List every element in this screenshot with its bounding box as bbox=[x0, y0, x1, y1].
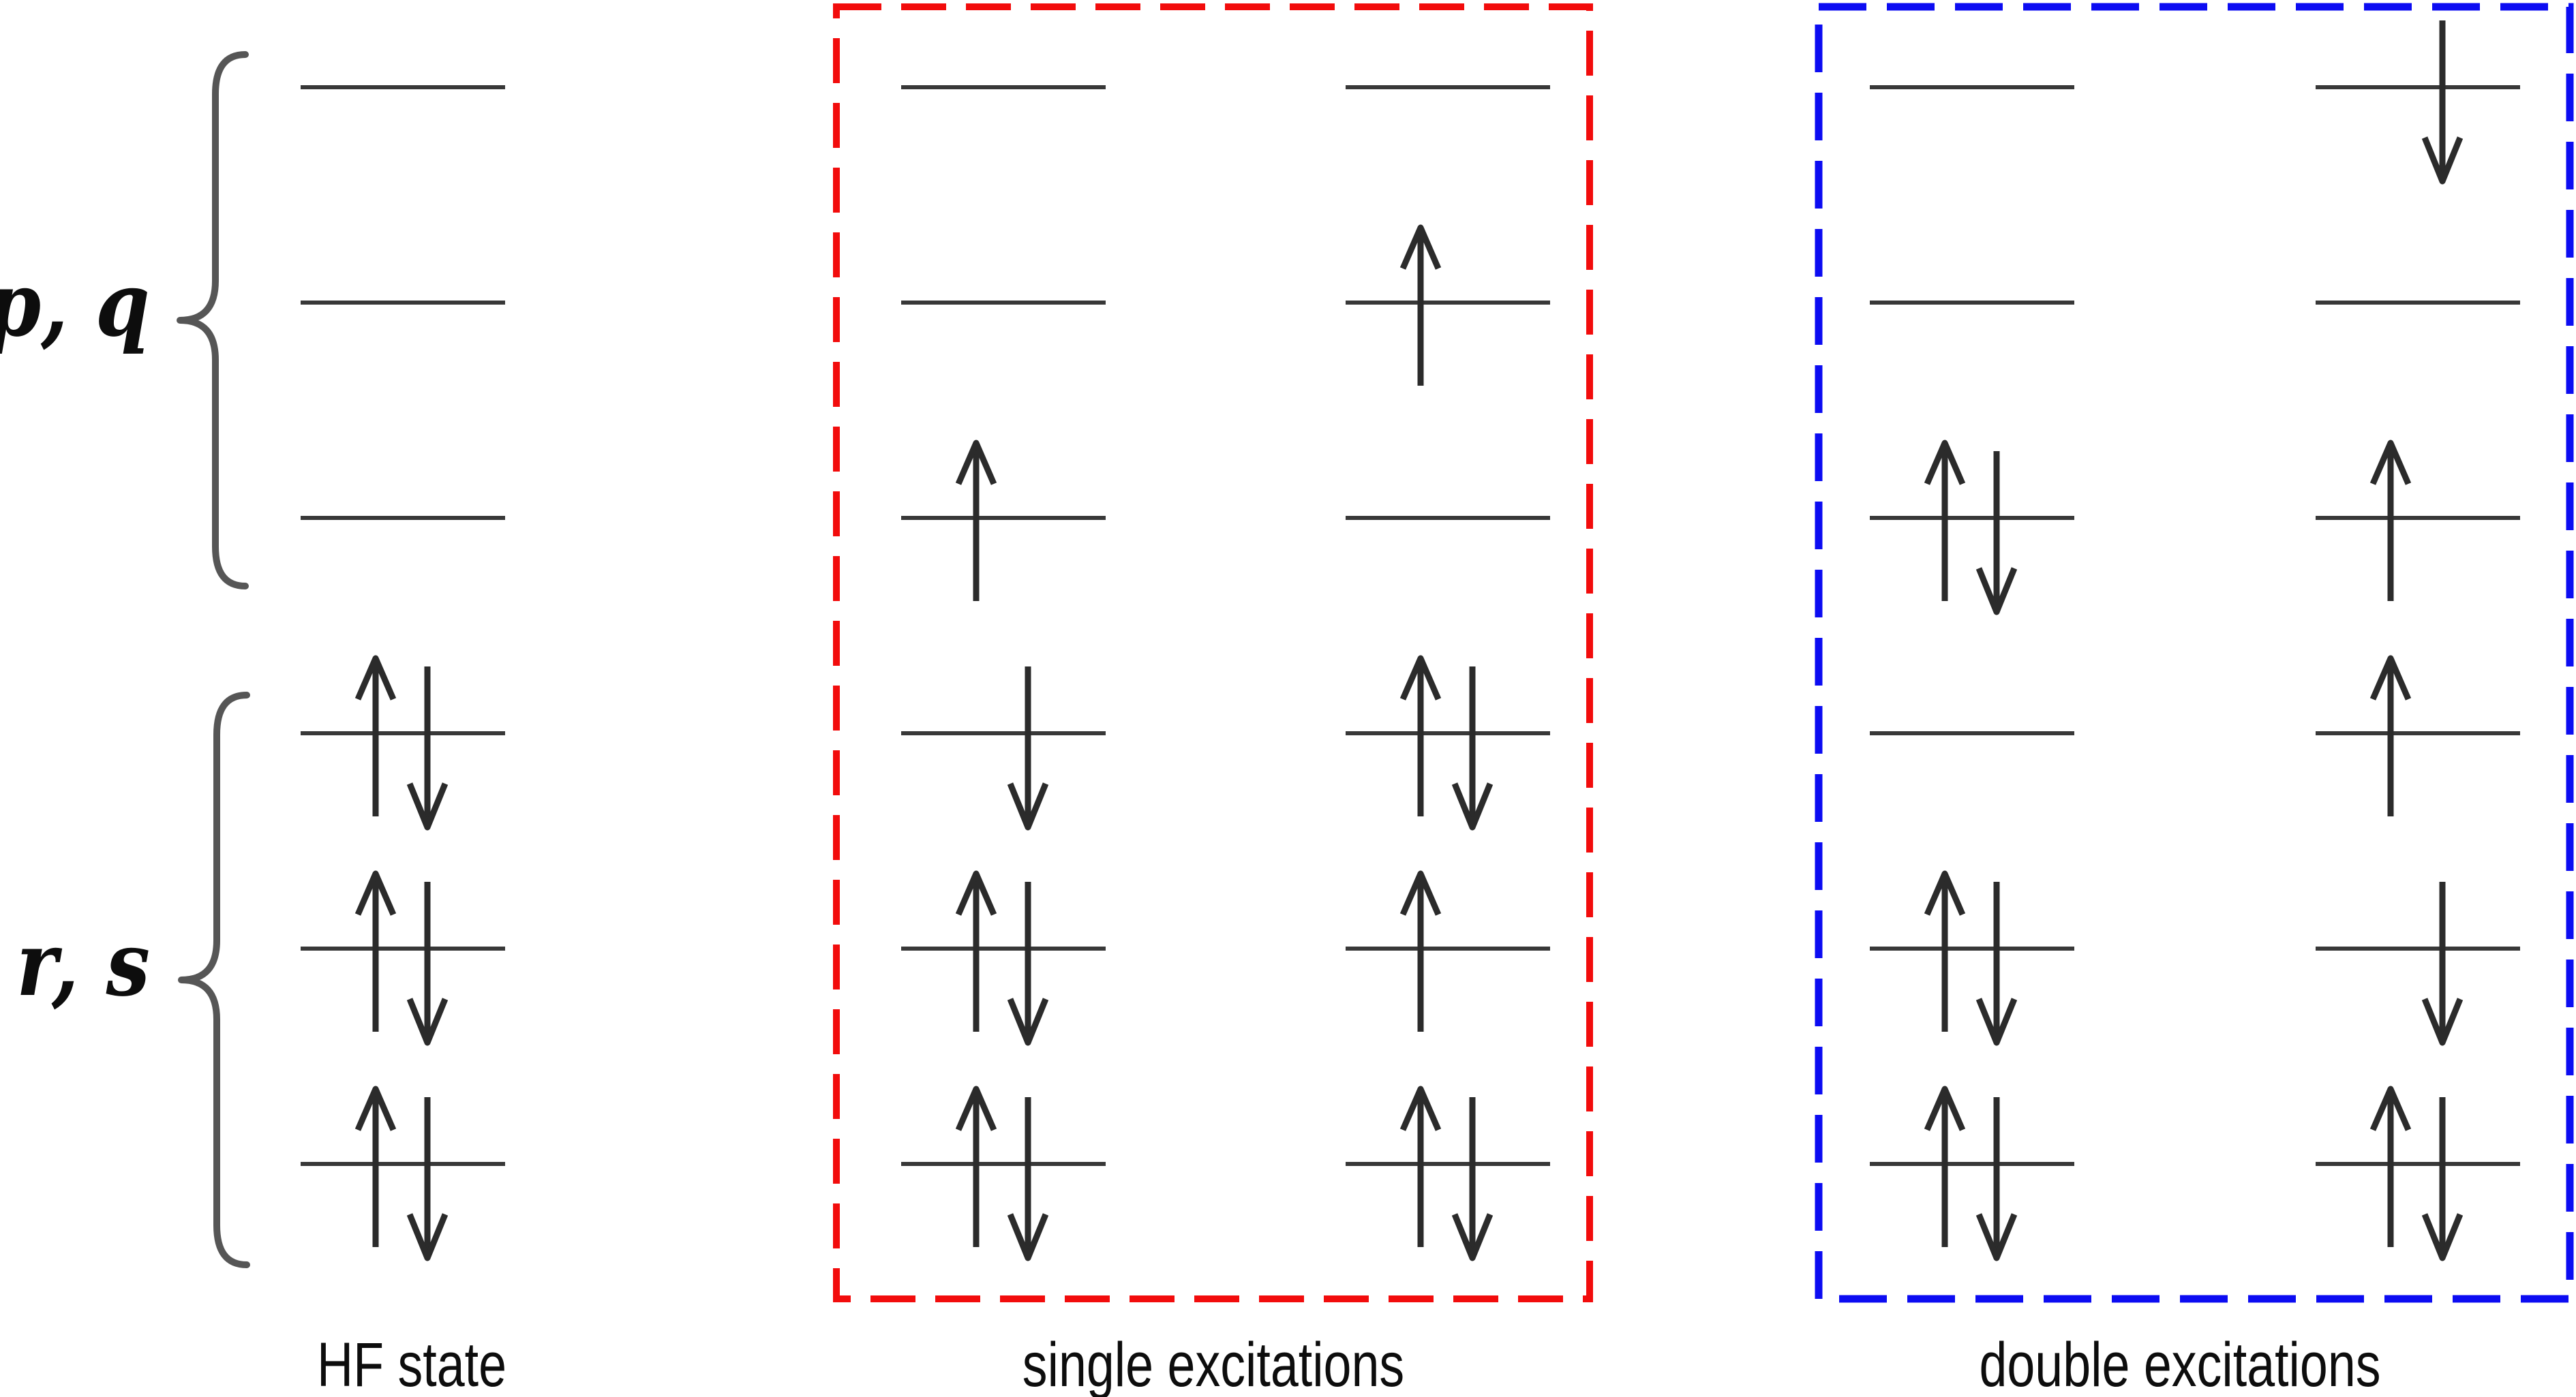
caption-hf-state: HF state bbox=[317, 1330, 506, 1397]
caption-single-excitations: single excitations bbox=[1022, 1330, 1404, 1397]
spin-down-arrow bbox=[1007, 1097, 1049, 1261]
occupied-orbitals-label: r, s bbox=[16, 912, 150, 1016]
spin-up-arrow bbox=[955, 870, 997, 1032]
spin-down-arrow bbox=[1975, 882, 2018, 1046]
spin-up-arrow bbox=[354, 655, 397, 816]
spin-down-arrow bbox=[1975, 1097, 2018, 1261]
spin-down-arrow bbox=[2421, 20, 2464, 185]
spin-down-arrow bbox=[2421, 1097, 2464, 1261]
spin-down-arrow bbox=[2421, 882, 2464, 1046]
spin-down-arrow bbox=[406, 882, 449, 1046]
spin-up-arrow bbox=[2369, 655, 2412, 816]
spin-up-arrow bbox=[1924, 440, 1966, 601]
spin-up-arrow bbox=[2369, 440, 2412, 601]
spin-up-arrow bbox=[1399, 655, 1442, 816]
spin-up-arrow bbox=[1399, 1086, 1442, 1247]
spin-up-arrow bbox=[1924, 1086, 1966, 1247]
spin-down-arrow bbox=[406, 1097, 449, 1261]
spin-up-arrow bbox=[955, 440, 997, 601]
spin-down-arrow bbox=[1007, 882, 1049, 1046]
spin-up-arrow bbox=[1399, 870, 1442, 1032]
occupied-orbitals-brace bbox=[178, 692, 250, 1268]
spin-down-arrow bbox=[1451, 666, 1494, 831]
spin-up-arrow bbox=[1399, 224, 1442, 386]
virtual-orbitals-label: p, q bbox=[0, 252, 150, 356]
spin-down-arrow bbox=[1007, 666, 1049, 831]
double-excitations-box bbox=[1815, 3, 2574, 1303]
virtual-orbitals-brace bbox=[177, 51, 249, 589]
spin-down-arrow bbox=[1975, 451, 2018, 615]
spin-up-arrow bbox=[354, 1086, 397, 1247]
caption-double-excitations: double excitations bbox=[1979, 1330, 2380, 1397]
spin-up-arrow bbox=[955, 1086, 997, 1247]
spin-up-arrow bbox=[354, 870, 397, 1032]
spin-down-arrow bbox=[406, 666, 449, 831]
spin-up-arrow bbox=[2369, 1086, 2412, 1247]
spin-down-arrow bbox=[1451, 1097, 1494, 1261]
single-excitations-box bbox=[833, 3, 1593, 1302]
spin-up-arrow bbox=[1924, 870, 1966, 1032]
